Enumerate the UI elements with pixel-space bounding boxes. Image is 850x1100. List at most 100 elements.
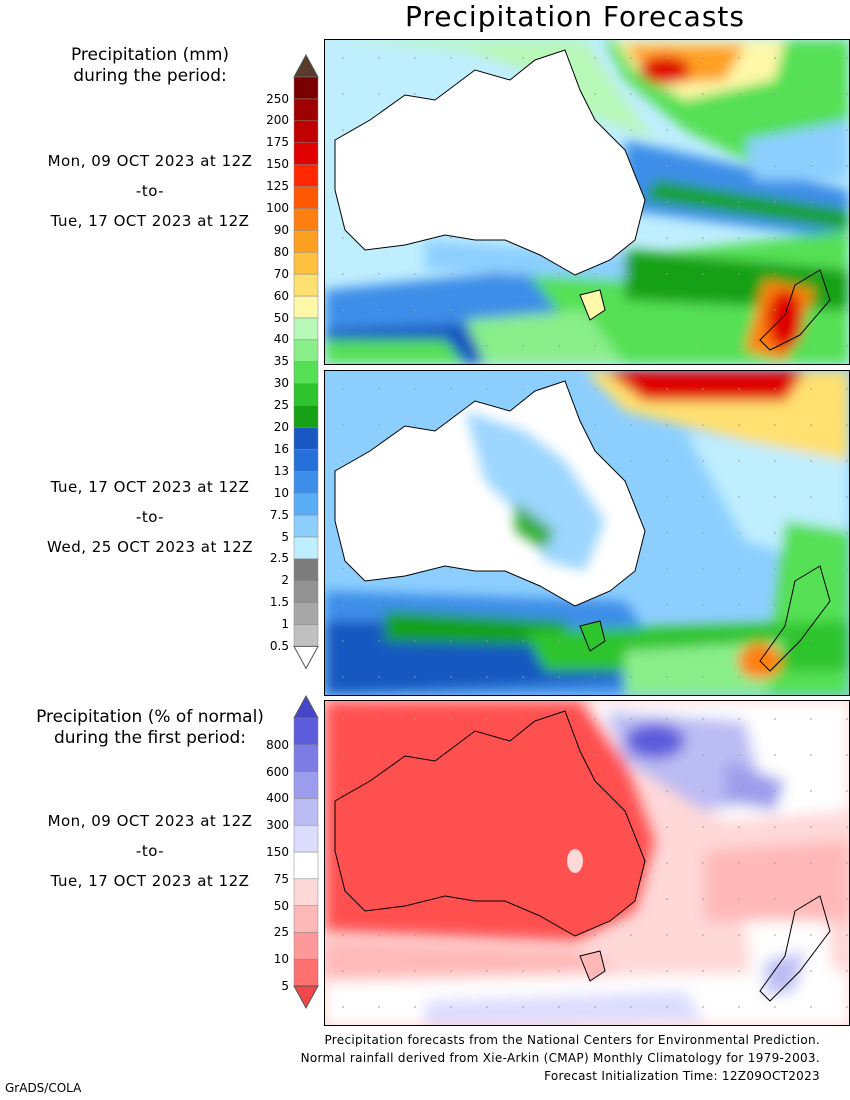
amount-tick-label: 16 <box>273 441 289 456</box>
percent-color-swatch <box>293 932 319 960</box>
amount-color-swatch <box>293 382 319 406</box>
footer-normal-line: Normal rainfall derived from Xie-Arkin (… <box>300 1051 820 1065</box>
amount-tick-label: 200 <box>266 113 289 128</box>
percent-tick-label: 150 <box>266 845 289 859</box>
percent-color-swatch <box>293 717 319 746</box>
page-title: Precipitation Forecasts <box>405 0 745 33</box>
percent-color-swatch <box>293 824 319 853</box>
amount-tick-label: 70 <box>273 266 289 281</box>
amount-tick-label: 1.5 <box>269 595 289 610</box>
amount-color-swatch <box>293 580 319 603</box>
amount-color-swatch <box>293 448 319 472</box>
amount-color-swatch <box>293 426 319 450</box>
amount-tick-label: 175 <box>266 135 289 150</box>
footer-init-time: Forecast Initialization Time: 12Z09OCT20… <box>544 1069 820 1083</box>
amount-color-swatch <box>293 492 319 515</box>
amount-tick-label: 50 <box>273 310 289 325</box>
percent-color-swatch <box>293 771 319 799</box>
footer-source-line: Precipitation forecasts from the Nationa… <box>324 1033 820 1047</box>
amount-tick-label: 250 <box>266 91 289 106</box>
amount-color-swatch <box>293 142 319 165</box>
amount-color-swatch <box>293 185 319 209</box>
amount-tick-label: 100 <box>266 201 289 215</box>
amount-tick-label: 60 <box>273 288 289 303</box>
percent-over-triangle <box>293 694 319 719</box>
amount-color-swatch <box>293 163 319 187</box>
percent-color-swatch <box>293 905 319 933</box>
amount-color-swatch <box>293 207 319 231</box>
percent-heading: Precipitation (% of normal) during the f… <box>0 707 300 749</box>
amount-tick-label: 40 <box>273 332 289 347</box>
amount-tick-label: 125 <box>266 179 289 194</box>
amount-color-swatch <box>293 295 319 318</box>
percent-period-to: -to- <box>135 842 165 860</box>
precip-map-period2 <box>324 370 850 696</box>
amount-color-swatch <box>293 470 319 493</box>
percent-heading-line1: Precipitation (% of normal) <box>36 707 264 727</box>
percent-period-end: Tue, 17 OCT 2023 at 12Z <box>50 872 250 890</box>
amount-heading-line2: during the period: <box>73 66 227 86</box>
amount-heading: Precipitation (mm) during the period: <box>0 45 300 87</box>
amount-tick-label: 1 <box>281 617 289 632</box>
percent-tick-label: 10 <box>273 952 289 967</box>
amount-tick-label: 150 <box>266 157 289 172</box>
percent-tick-label: 300 <box>266 818 289 833</box>
percent-tick-label: 50 <box>273 898 289 913</box>
percent-color-swatch <box>293 851 319 880</box>
amount-color-swatch <box>293 404 319 428</box>
amount-tick-label: 10 <box>273 485 289 500</box>
percent-tick-label: 75 <box>273 871 289 886</box>
percent-color-swatch <box>293 798 319 826</box>
period2-end: Wed, 25 OCT 2023 at 12Z <box>47 538 253 556</box>
percent-under-triangle <box>293 985 319 1010</box>
period1-to: -to- <box>135 182 165 200</box>
amount-color-swatch <box>293 361 319 384</box>
amount-color-swatch <box>293 339 319 362</box>
period2-to: -to- <box>135 508 165 526</box>
percent-tick-label: 25 <box>273 925 289 940</box>
amount-color-swatch <box>293 601 319 625</box>
amount-color-swatch <box>293 76 319 99</box>
amount-color-swatch <box>293 558 319 581</box>
amount-tick-label: 2.5 <box>269 551 289 566</box>
amount-tick-label: 30 <box>273 376 289 391</box>
amount-tick-label: 80 <box>273 244 289 259</box>
percent-tick-label: 600 <box>266 764 289 779</box>
percent-tick-label: 800 <box>266 737 289 752</box>
amount-tick-label: 90 <box>273 222 289 237</box>
amount-heading-line1: Precipitation (mm) <box>70 45 230 65</box>
period2-start: Tue, 17 OCT 2023 at 12Z <box>50 478 250 496</box>
percent-tick-label: 5 <box>281 979 289 993</box>
amount-color-swatch <box>293 120 319 143</box>
amount-under-triangle <box>293 645 319 670</box>
amount-tick-label: 5 <box>281 529 289 544</box>
precip-map-period1 <box>324 39 850 365</box>
percent-heading-line2: during the first period: <box>53 728 247 748</box>
percent-color-swatch <box>293 744 319 772</box>
amount-color-swatch <box>293 98 319 121</box>
amount-tick-label: 7.5 <box>269 507 289 522</box>
amount-color-swatch <box>293 536 319 559</box>
percent-colorbar-graphic <box>293 694 319 1010</box>
amount-color-swatch <box>293 273 319 296</box>
amount-tick-label: 25 <box>273 398 289 413</box>
amount-tick-label: 20 <box>273 420 289 434</box>
amount-color-swatch <box>293 251 319 274</box>
amount-over-triangle <box>293 53 319 78</box>
amount-tick-label: 2 <box>281 573 289 588</box>
percent-color-swatch <box>293 958 319 987</box>
amount-tick-label: 13 <box>273 463 289 478</box>
percent-color-swatch <box>293 878 319 906</box>
period1-start: Mon, 09 OCT 2023 at 12Z <box>47 152 253 170</box>
amount-color-swatch <box>293 317 319 340</box>
period1-end: Tue, 17 OCT 2023 at 12Z <box>50 212 250 230</box>
amount-color-swatch <box>293 229 319 253</box>
amount-tick-label: 35 <box>273 354 289 369</box>
amount-tick-label: 0.5 <box>269 639 289 653</box>
amount-color-swatch <box>293 623 319 647</box>
amount-color-swatch <box>293 514 319 537</box>
percent-period-start: Mon, 09 OCT 2023 at 12Z <box>47 812 253 830</box>
grads-credit: GrADS/COLA <box>5 1081 82 1095</box>
amount-colorbar-graphic <box>293 53 319 670</box>
precip-percent-map <box>324 700 850 1026</box>
